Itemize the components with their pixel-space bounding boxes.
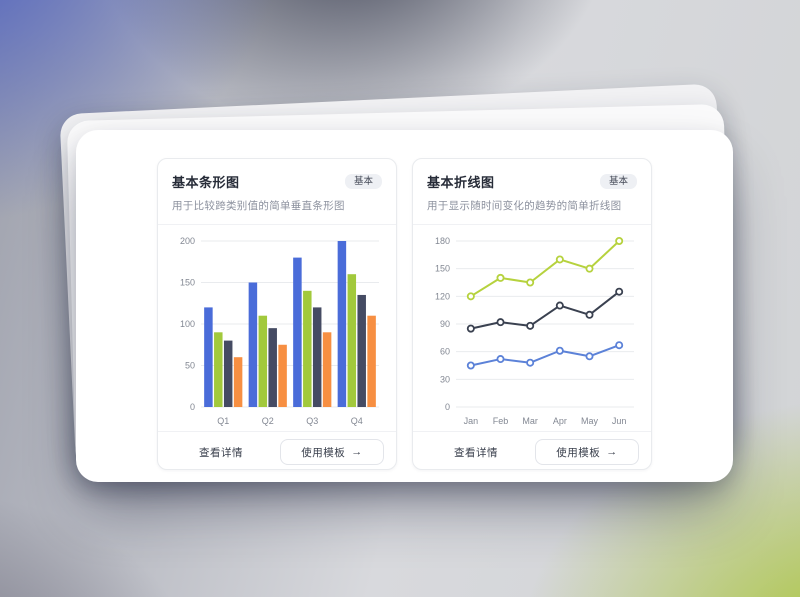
svg-text:0: 0	[445, 402, 450, 412]
card-header: 基本条形图 基本 用于比较跨类别值的简单垂直条形图	[158, 159, 396, 225]
svg-text:Mar: Mar	[522, 416, 538, 426]
use-template-label: 使用模板	[301, 446, 346, 459]
use-template-button[interactable]: 使用模板 →	[280, 439, 384, 465]
line-chart: 0 30 60 90 120 150 180 Jan Feb Mar Apr May Jun	[435, 236, 634, 426]
svg-text:Apr: Apr	[553, 416, 567, 426]
arrow-right-icon: →	[351, 445, 363, 458]
svg-text:30: 30	[440, 374, 450, 384]
svg-text:Jun: Jun	[612, 416, 627, 426]
card-header: 基本折线图 基本 用于显示随时间变化的趋势的简单折线图	[413, 159, 651, 225]
bar-chart: 0 50 100 150 200 Q1 Q2 Q3 Q4	[180, 236, 379, 426]
svg-text:Q1: Q1	[217, 416, 229, 426]
view-details-button[interactable]: 查看详情	[170, 439, 272, 465]
svg-text:180: 180	[435, 236, 450, 246]
svg-text:100: 100	[180, 319, 195, 329]
use-template-label: 使用模板	[556, 446, 601, 459]
card-footer: 查看详情 使用模板 →	[413, 431, 651, 472]
svg-text:Q3: Q3	[306, 416, 318, 426]
card-title: 基本条形图	[172, 175, 240, 190]
svg-text:Feb: Feb	[493, 416, 509, 426]
svg-text:Jan: Jan	[464, 416, 479, 426]
svg-text:Q4: Q4	[351, 416, 363, 426]
svg-text:120: 120	[435, 291, 450, 301]
svg-text:Q2: Q2	[262, 416, 274, 426]
svg-text:150: 150	[435, 264, 450, 274]
svg-text:0: 0	[190, 402, 195, 412]
bar-chart-area: 0 50 100 150 200 Q1 Q2 Q3 Q4	[158, 225, 396, 431]
line-chart-card: 基本折线图 基本 用于显示随时间变化的趋势的简单折线图 0 30 60 90 120 15…	[412, 158, 652, 470]
main-card: 基本条形图 基本 用于比较跨类别值的简单垂直条形图 0 50 100 150 200 Q1…	[76, 130, 733, 482]
svg-text:60: 60	[440, 347, 450, 357]
svg-text:200: 200	[180, 236, 195, 246]
card-subtitle: 用于比较跨类别值的简单垂直条形图	[172, 200, 345, 212]
card-footer: 查看详情 使用模板 →	[158, 431, 396, 472]
card-title: 基本折线图	[427, 175, 495, 190]
arrow-right-icon: →	[606, 445, 618, 458]
bar-chart-card: 基本条形图 基本 用于比较跨类别值的简单垂直条形图 0 50 100 150 200 Q1…	[157, 158, 397, 470]
svg-text:150: 150	[180, 278, 195, 288]
view-details-button[interactable]: 查看详情	[425, 439, 527, 465]
line-chart-area: 0 30 60 90 120 150 180 Jan Feb Mar Apr May Jun	[413, 225, 651, 431]
svg-text:90: 90	[440, 319, 450, 329]
card-subtitle: 用于显示随时间变化的趋势的简单折线图	[427, 200, 622, 212]
basic-badge: 基本	[599, 173, 637, 190]
use-template-button[interactable]: 使用模板 →	[535, 439, 639, 465]
card-stack: 基本条形图 基本 用于比较跨类别值的简单垂直条形图 0 50 100 150 200 Q1…	[59, 83, 733, 482]
svg-text:May: May	[581, 416, 599, 426]
basic-badge: 基本	[344, 173, 382, 190]
svg-text:50: 50	[185, 361, 195, 371]
